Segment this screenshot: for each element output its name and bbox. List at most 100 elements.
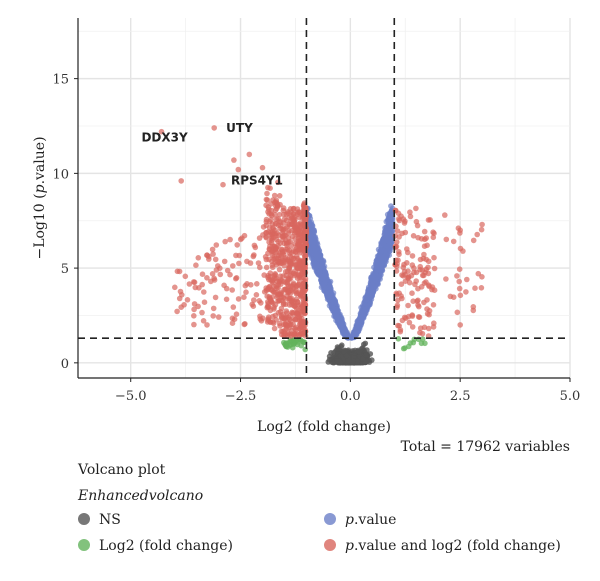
data-point [276, 266, 283, 273]
data-point [376, 252, 383, 259]
data-point [405, 274, 412, 280]
data-point [407, 213, 414, 220]
data-point [229, 287, 235, 293]
data-point [478, 226, 485, 233]
data-point [200, 318, 207, 324]
data-point [281, 220, 287, 226]
data-point [267, 270, 274, 276]
data-point [421, 251, 427, 258]
data-point [275, 290, 282, 297]
data-point [271, 273, 278, 279]
data-point [221, 258, 228, 265]
data-point [425, 325, 432, 332]
data-point [414, 298, 420, 305]
data-point [206, 253, 212, 260]
data-point [430, 229, 436, 235]
data-point [410, 298, 417, 305]
data-point [464, 276, 470, 283]
data-point [342, 330, 349, 337]
legend-swatch [324, 539, 336, 551]
data-point [265, 314, 272, 321]
data-point [227, 271, 233, 278]
data-point [454, 273, 460, 279]
data-point [223, 296, 230, 303]
data-point [425, 264, 431, 271]
gene-label: RPS4Y1 [231, 174, 283, 188]
data-point [301, 304, 307, 311]
data-point [392, 243, 399, 250]
data-point [411, 265, 417, 271]
data-point [275, 238, 282, 245]
data-point [405, 313, 412, 320]
x-tick-label: 2.5 [450, 389, 471, 404]
data-point [311, 258, 317, 265]
data-point [263, 264, 270, 271]
data-point [199, 271, 206, 278]
data-point [241, 294, 247, 301]
data-point [442, 212, 448, 218]
data-point [421, 228, 428, 235]
data-point [212, 256, 219, 263]
y-axis-title-suffix: .value) [32, 136, 48, 184]
series-p-value-and-log2-fold-change- [158, 125, 485, 339]
data-point [229, 315, 236, 322]
cutoff-lines [78, 18, 570, 378]
data-point [276, 193, 283, 199]
data-point [209, 246, 216, 253]
data-point [178, 178, 184, 184]
data-point [456, 285, 463, 292]
data-point [193, 262, 199, 269]
data-point [289, 295, 295, 302]
data-point [285, 209, 291, 215]
data-point [295, 332, 302, 338]
legend-swatch [78, 513, 90, 525]
data-point [478, 285, 485, 291]
data-point [210, 305, 217, 312]
legend-label: NS [99, 512, 121, 528]
data-point [233, 275, 240, 281]
data-point [397, 327, 404, 333]
data-point [402, 229, 409, 236]
data-point [313, 253, 320, 259]
data-point [210, 251, 216, 257]
data-point [383, 243, 390, 249]
data-point [431, 254, 437, 261]
data-point [283, 322, 289, 329]
data-point [415, 314, 422, 320]
data-point [294, 244, 300, 250]
data-point [270, 319, 276, 325]
data-point [301, 339, 307, 346]
data-point [230, 263, 236, 269]
data-point [422, 236, 428, 243]
data-point [260, 224, 267, 230]
data-point [263, 196, 270, 203]
data-point [457, 292, 464, 299]
data-point [324, 292, 330, 298]
legend-label: p.value [345, 512, 396, 528]
series-log2-fold-change- [281, 336, 428, 353]
data-point [283, 240, 290, 246]
data-point [294, 206, 301, 212]
data-point [394, 239, 400, 245]
data-point [354, 358, 361, 365]
data-point [158, 128, 165, 135]
data-point [290, 206, 297, 212]
data-point [394, 263, 400, 270]
data-point [327, 278, 334, 285]
y-tick-label: 0 [61, 357, 69, 372]
legend-item: p.value and log2 (fold change) [324, 538, 561, 554]
data-point [323, 272, 330, 278]
data-point [413, 205, 419, 212]
data-point [418, 340, 425, 347]
data-point [229, 320, 236, 327]
data-point [338, 343, 344, 350]
data-point [426, 282, 432, 289]
data-point [268, 216, 274, 223]
data-point [282, 333, 288, 339]
y-axis-title-italic: p [32, 184, 48, 193]
data-point [300, 221, 307, 227]
data-point [299, 211, 306, 218]
data-point [443, 276, 449, 282]
data-point [425, 217, 432, 223]
data-point [424, 297, 430, 303]
